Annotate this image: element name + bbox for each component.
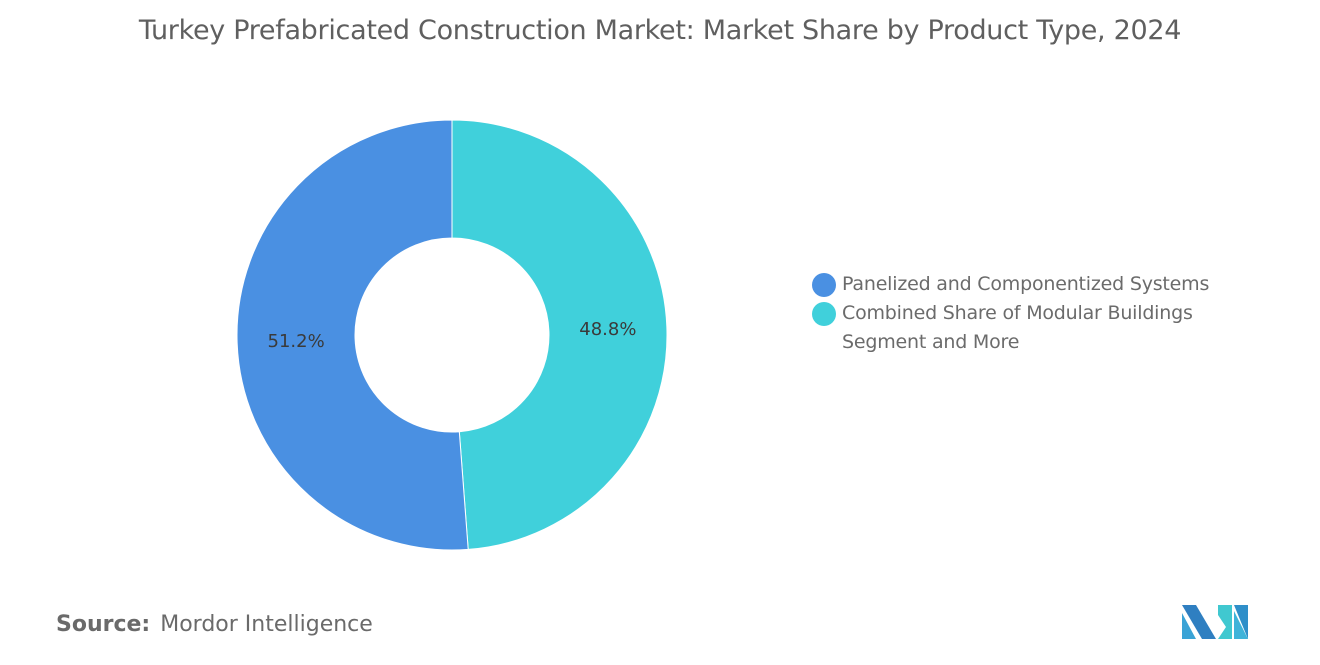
legend-item-panelized[interactable]: Panelized and Componentized Systems xyxy=(812,270,1252,299)
legend-swatch xyxy=(812,302,836,326)
source-label: Source: xyxy=(56,612,151,637)
legend-label: Panelized and Componentized Systems xyxy=(842,273,1210,295)
donut-slice[interactable] xyxy=(236,119,469,551)
data-label: 51.2% xyxy=(268,331,325,352)
legend-item-modular[interactable]: Combined Share of Modular Buildings Segm… xyxy=(812,299,1252,357)
mordor-intelligence-logo xyxy=(1182,605,1248,639)
legend-swatch xyxy=(812,273,836,297)
source-note: Source: Mordor Intelligence xyxy=(56,612,373,637)
legend-label: Combined Share of Modular Buildings Segm… xyxy=(842,302,1193,353)
legend: Panelized and Componentized Systems Comb… xyxy=(812,270,1252,357)
data-label: 48.8% xyxy=(579,319,636,340)
source-value: Mordor Intelligence xyxy=(160,612,373,637)
chart-title: Turkey Prefabricated Construction Market… xyxy=(138,15,1182,46)
donut-slice[interactable] xyxy=(451,119,668,550)
